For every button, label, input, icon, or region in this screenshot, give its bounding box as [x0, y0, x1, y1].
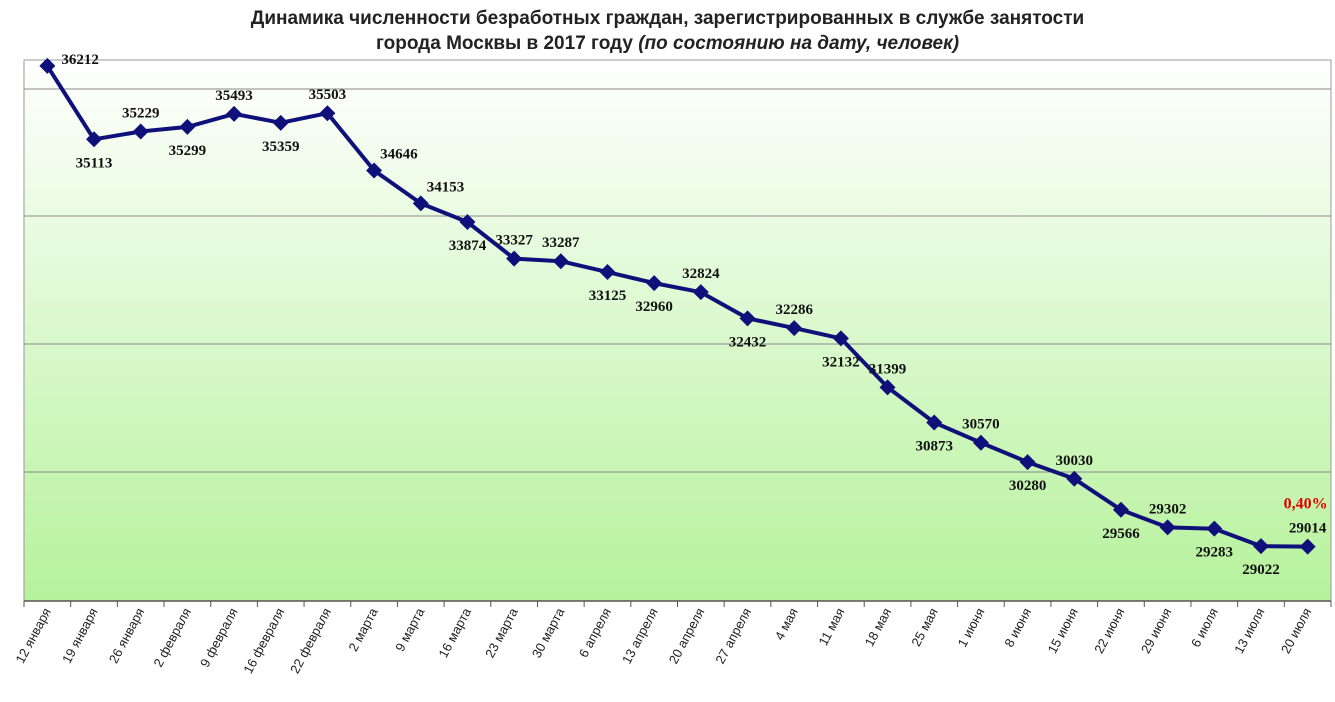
data-point-marker: [1252, 538, 1269, 555]
data-point-marker: [926, 414, 943, 431]
data-point-marker: [739, 310, 756, 327]
x-tick-label: 8 июня: [1001, 605, 1034, 649]
x-tick-label: 20 апреля: [666, 605, 708, 666]
data-label: 30280: [1009, 478, 1047, 494]
data-point-marker: [692, 284, 709, 301]
data-point-marker: [1206, 520, 1223, 537]
data-point-marker: [132, 123, 149, 140]
data-label: 32132: [822, 354, 860, 370]
data-label: 32432: [729, 334, 767, 350]
x-tick-label: 2 февраля: [150, 605, 194, 669]
data-label: 30570: [962, 417, 1000, 433]
data-label: 35503: [309, 87, 347, 103]
x-tick-label: 6 июля: [1188, 605, 1221, 649]
data-label: 29283: [1196, 545, 1234, 561]
x-tick-label: 22 июня: [1091, 605, 1127, 656]
data-label: 35359: [262, 139, 300, 155]
data-point-marker: [646, 275, 663, 292]
x-tick-label: 11 мая: [815, 605, 847, 648]
data-label: 35493: [215, 88, 253, 104]
x-tick-label: 23 марта: [482, 605, 521, 661]
data-point-marker: [412, 195, 429, 212]
chart-title-line2-italic: (по состоянию на дату, человек): [638, 33, 960, 54]
data-point-marker: [1299, 538, 1316, 555]
data-label: 33327: [495, 233, 533, 249]
x-tick-label: 18 мая: [862, 605, 895, 648]
data-point-marker: [319, 105, 336, 122]
x-tick-label: 16 марта: [435, 605, 474, 661]
data-point-marker: [366, 162, 383, 179]
data-point-marker: [1066, 470, 1083, 487]
data-point-marker: [272, 114, 289, 131]
x-tick-label: 25 мая: [908, 605, 941, 648]
x-tick-label: 4 мая: [772, 605, 801, 642]
data-point-marker: [786, 320, 803, 337]
x-tick-label: 19 января: [59, 605, 101, 665]
data-label: 33125: [589, 288, 627, 304]
data-label: 33874: [449, 238, 487, 254]
data-label: 34153: [427, 179, 465, 195]
data-label: 34646: [380, 146, 418, 162]
data-point-marker: [39, 57, 56, 74]
data-point-marker: [599, 264, 616, 281]
data-point-marker: [1019, 454, 1036, 471]
annotation-label: 0,40%: [1284, 496, 1328, 513]
data-label: 35113: [76, 155, 113, 171]
x-tick-label: 15 июня: [1045, 605, 1081, 656]
data-label: 31399: [869, 361, 907, 377]
x-tick-label: 1 июня: [955, 605, 988, 649]
data-point-marker: [972, 434, 989, 451]
data-label: 33287: [542, 235, 580, 251]
chart-title-line2-main: города Москвы в 2017 году: [375, 33, 633, 54]
x-tick-label: 9 марта: [392, 605, 428, 654]
data-point-marker: [179, 118, 196, 135]
data-point-marker: [552, 253, 569, 270]
x-tick-label: 6 апреля: [576, 605, 614, 660]
x-tick-label: 27 апреля: [712, 605, 754, 666]
x-tick-label: 30 марта: [529, 605, 568, 661]
x-tick-label: 9 февраля: [197, 605, 241, 669]
data-label: 35229: [122, 106, 160, 122]
x-tick-label: 26 января: [106, 605, 148, 665]
data-label: 32960: [635, 299, 673, 315]
data-point-marker: [459, 214, 476, 231]
data-point-marker: [879, 379, 896, 396]
data-label: 32286: [775, 302, 813, 318]
data-point-marker: [506, 250, 523, 267]
series-line: [45, 64, 1308, 549]
data-label: 29014: [1289, 521, 1327, 537]
x-tick-label: 20 июля: [1278, 605, 1314, 656]
data-label: 29566: [1102, 526, 1140, 542]
chart-title-line2: города Москвы в 2017 году (по состоянию …: [0, 31, 1335, 56]
chart-title-line1: Динамика численности безработных граждан…: [250, 8, 1085, 29]
data-label: 35299: [169, 143, 207, 159]
data-label: 29302: [1149, 501, 1187, 517]
x-tick-label: 12 января: [12, 605, 54, 665]
data-point-marker: [86, 131, 103, 148]
plot-area: [23, 59, 1332, 602]
x-tick-label: 2 марта: [345, 605, 381, 654]
data-point-marker: [1159, 519, 1176, 536]
data-label: 30030: [1056, 453, 1094, 469]
x-tick-label: 13 июля: [1231, 605, 1267, 656]
data-label: 36212: [61, 52, 99, 68]
x-tick-label: 29 июня: [1138, 605, 1174, 656]
x-tick-label: 22 февраля: [287, 605, 334, 676]
x-tick-label: 13 апреля: [619, 605, 661, 666]
x-tick-label: 16 февраля: [240, 605, 287, 676]
data-label: 29022: [1242, 562, 1280, 578]
chart-title: Динамика численности безработных граждан…: [0, 6, 1335, 56]
data-label: 30873: [915, 438, 953, 454]
data-point-marker: [832, 330, 849, 347]
data-label: 32824: [682, 266, 720, 282]
data-point-marker: [226, 105, 243, 122]
data-point-marker: [1112, 501, 1129, 518]
